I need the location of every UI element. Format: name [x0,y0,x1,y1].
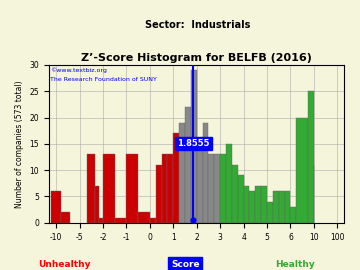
Bar [249,191,255,223]
Bar [273,191,279,223]
Bar [99,218,103,223]
Bar [156,165,162,223]
Bar [95,186,99,223]
Bar [103,154,115,223]
Text: ©www.textbiz.org: ©www.textbiz.org [50,68,107,73]
Bar [214,154,220,223]
Text: 1.8555: 1.8555 [177,139,210,148]
Bar [197,139,203,223]
Bar [191,70,197,223]
Bar [244,186,249,223]
Bar [87,154,95,223]
Bar [226,144,232,223]
Text: Score: Score [171,260,200,269]
Bar [203,123,208,223]
Bar [167,154,173,223]
Bar [255,186,261,223]
Bar [220,154,226,223]
Bar [173,133,179,223]
Bar [150,218,156,223]
Bar [308,91,314,223]
Bar [185,107,191,223]
Bar [115,218,126,223]
Text: Sector:  Industrials: Sector: Industrials [145,20,251,30]
Bar [279,191,285,223]
Bar [261,186,267,223]
Title: Z’-Score Histogram for BELFB (2016): Z’-Score Histogram for BELFB (2016) [81,53,312,63]
Bar [51,191,61,223]
Bar [291,207,296,223]
Bar [138,212,150,223]
Text: Unhealthy: Unhealthy [39,260,91,269]
Bar [162,154,167,223]
Bar [296,117,308,223]
Bar [126,154,138,223]
Y-axis label: Number of companies (573 total): Number of companies (573 total) [15,80,24,208]
Bar [238,176,244,223]
Bar [61,212,70,223]
Bar [208,154,214,223]
Text: Healthy: Healthy [275,260,315,269]
Bar [267,202,273,223]
Bar [285,191,291,223]
Text: The Research Foundation of SUNY: The Research Foundation of SUNY [50,76,157,82]
Bar [232,165,238,223]
Bar [179,123,185,223]
